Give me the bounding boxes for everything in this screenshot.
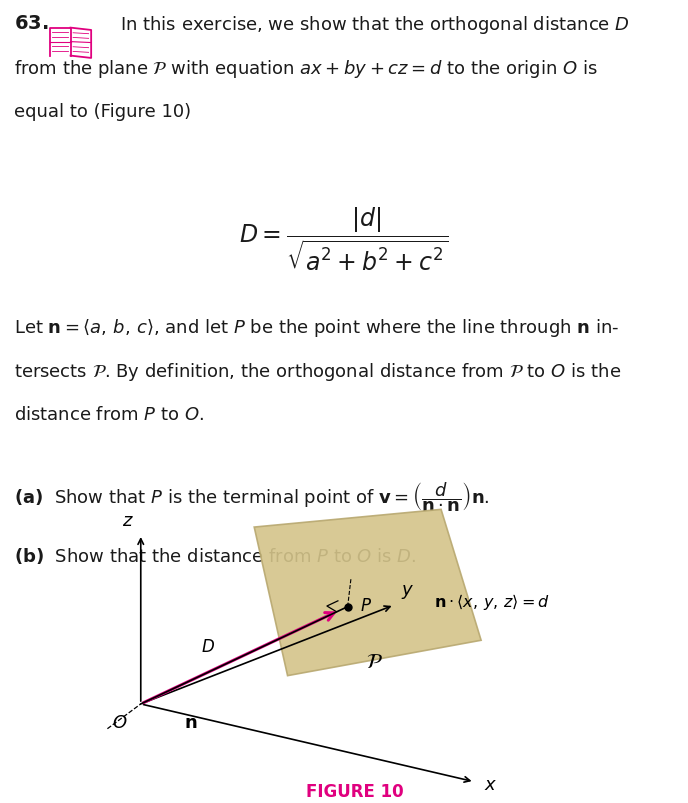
Text: $x$: $x$ (484, 775, 497, 793)
Text: $\mathcal{P}$: $\mathcal{P}$ (366, 652, 383, 671)
Text: $D$: $D$ (200, 638, 215, 655)
Text: $\mathbf{(a)}$  Show that $P$ is the terminal point of $\mathbf{v} = \left(\dfra: $\mathbf{(a)}$ Show that $P$ is the term… (14, 479, 489, 513)
Text: $\mathbf{63.}$: $\mathbf{63.}$ (14, 14, 48, 33)
Text: equal to (Figure 10): equal to (Figure 10) (14, 103, 191, 120)
Text: $\mathbf{n}\cdot\langle x,\,y,\,z\rangle = d$: $\mathbf{n}\cdot\langle x,\,y,\,z\rangle… (434, 592, 550, 612)
Text: $D = \dfrac{|d|}{\sqrt{a^2+b^2+c^2}}$: $D = \dfrac{|d|}{\sqrt{a^2+b^2+c^2}}$ (239, 205, 449, 272)
Text: $\mathbf{n}$: $\mathbf{n}$ (184, 713, 197, 731)
Text: In this exercise, we show that the orthogonal distance $D$: In this exercise, we show that the ortho… (120, 14, 630, 36)
Text: $z$: $z$ (122, 512, 133, 529)
Text: $\mathbf{(b)}$  Show that the distance from $P$ to $O$ is $D$.: $\mathbf{(b)}$ Show that the distance fr… (14, 545, 416, 565)
Text: distance from $P$ to $O$.: distance from $P$ to $O$. (14, 406, 204, 423)
Text: $O$: $O$ (112, 713, 127, 731)
Text: Let $\mathbf{n} = \langle a,\, b,\, c\rangle$, and let $P$ be the point where th: Let $\mathbf{n} = \langle a,\, b,\, c\ra… (14, 316, 619, 339)
Polygon shape (255, 510, 481, 676)
Text: tersects $\mathcal{P}$. By definition, the orthogonal distance from $\mathcal{P}: tersects $\mathcal{P}$. By definition, t… (14, 361, 621, 383)
Text: $P$: $P$ (360, 597, 372, 614)
Text: $y$: $y$ (401, 582, 414, 600)
Text: FIGURE 10: FIGURE 10 (305, 781, 403, 800)
Text: from the plane $\mathcal{P}$ with equation $ax+by+cz=d$ to the origin $O$ is: from the plane $\mathcal{P}$ with equati… (14, 58, 597, 80)
